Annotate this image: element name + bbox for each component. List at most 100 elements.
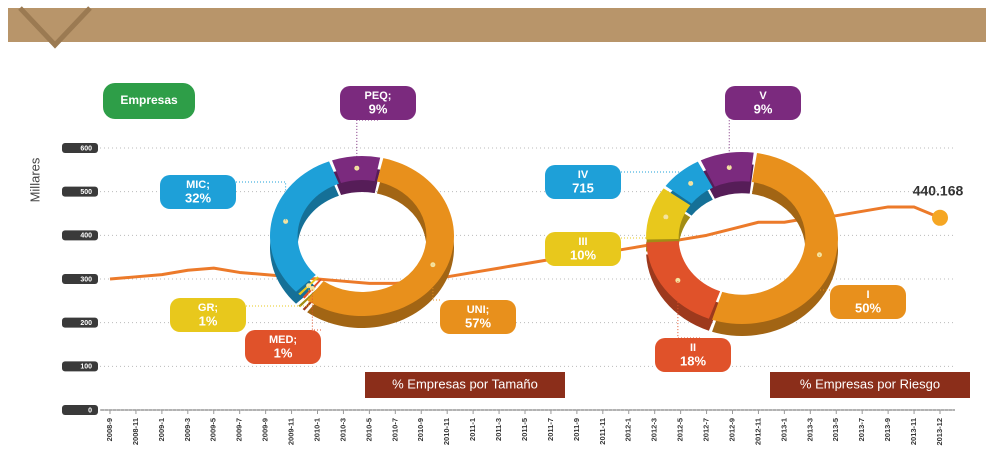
slice-value: 1% xyxy=(199,313,218,328)
y-tick-tab xyxy=(62,274,98,284)
pie-title: % Empresas por Tamaño xyxy=(392,376,538,391)
leader-line xyxy=(621,171,692,184)
x-tick-label: 2011-3 xyxy=(494,418,503,441)
slice xyxy=(712,153,839,325)
label-box xyxy=(655,338,731,372)
x-tick-label: 2012-5 xyxy=(676,418,685,441)
x-tick-label: 2012-7 xyxy=(702,418,711,441)
x-tick-label: 2012-9 xyxy=(727,418,736,441)
slice-value: 10% xyxy=(570,247,596,262)
label-box xyxy=(725,86,801,120)
slice-value: 32% xyxy=(185,190,211,205)
y-tick-tab xyxy=(62,230,98,241)
leader-line xyxy=(677,280,700,339)
slice-value: 57% xyxy=(465,315,491,330)
y-tick-label: 200 xyxy=(80,320,92,327)
slice-value: 1% xyxy=(274,345,293,360)
x-tick-label: 2011-11 xyxy=(598,418,607,445)
x-tick-label: 2011-7 xyxy=(546,418,555,441)
label-box xyxy=(170,298,246,332)
slice-value: 9% xyxy=(754,101,773,116)
x-tick-label: 2013-9 xyxy=(883,418,892,441)
x-tick-label: 2010-11 xyxy=(442,418,451,445)
y-tick-label: 500 xyxy=(80,189,92,196)
y-tick-label: 400 xyxy=(80,233,92,240)
pie-title-box xyxy=(770,372,970,398)
x-tick-label: 2009-5 xyxy=(209,418,218,441)
series-title: Empresas xyxy=(120,93,178,107)
slice xyxy=(270,161,339,292)
x-tick-label: 2011-5 xyxy=(520,418,529,441)
y-tick-label: 300 xyxy=(80,276,92,283)
pie-title-box xyxy=(365,372,565,398)
x-tick-label: 2008-11 xyxy=(131,418,140,445)
x-tick-label: 2013-5 xyxy=(831,418,840,441)
y-tick-label: 600 xyxy=(80,145,92,152)
label-box xyxy=(340,86,416,120)
label-box xyxy=(830,285,906,319)
leader-line xyxy=(818,254,830,291)
leader-line xyxy=(432,264,440,301)
leader-line xyxy=(236,181,287,222)
x-tick-label: 2010-7 xyxy=(390,418,399,441)
slice-name: V xyxy=(759,90,767,102)
slice-name: IV xyxy=(578,169,589,181)
leader-line xyxy=(311,288,321,331)
slice-dot xyxy=(726,165,732,171)
y-tick-label: 0 xyxy=(88,407,92,414)
slice-value: 18% xyxy=(680,353,706,368)
label-box xyxy=(440,300,516,334)
y-tick-tab xyxy=(62,405,98,415)
slice-dot xyxy=(663,214,669,220)
y-tick-tab xyxy=(62,143,98,153)
slice-name: MIC; xyxy=(186,179,210,191)
label-box xyxy=(245,330,321,364)
x-tick-label: 2009-1 xyxy=(157,418,166,441)
slice xyxy=(645,188,691,240)
x-tick-label: 2013-3 xyxy=(805,418,814,441)
x-tick-label: 2009-11 xyxy=(287,418,296,445)
x-tick-label: 2009-9 xyxy=(261,418,270,441)
slice-dot xyxy=(306,283,312,289)
slice-dot xyxy=(309,286,315,292)
pie-title: % Empresas por Riesgo xyxy=(800,376,940,391)
x-tick-label: 2013-11 xyxy=(909,418,918,445)
x-tick-label: 2012-11 xyxy=(753,418,762,445)
x-tick-label: 2010-5 xyxy=(364,418,373,441)
y-tick-tab xyxy=(62,186,98,197)
x-tick-label: 2010-1 xyxy=(312,418,321,441)
label-box xyxy=(545,165,621,199)
slice-value: 9% xyxy=(369,101,388,116)
slice xyxy=(307,158,454,316)
x-tick-label: 2009-3 xyxy=(183,418,192,441)
slice-name: I xyxy=(866,289,869,301)
slice-dot xyxy=(675,277,681,283)
x-tick-label: 2010-3 xyxy=(338,418,347,441)
end-point xyxy=(932,209,948,226)
x-tick-label: 2011-9 xyxy=(572,418,581,441)
slice-name: MED; xyxy=(269,334,297,346)
label-box xyxy=(160,175,236,209)
y-tick-tab xyxy=(62,317,98,328)
slice-value: 715 xyxy=(572,180,594,195)
slice xyxy=(700,152,754,187)
header-chevron xyxy=(18,6,92,49)
x-tick-label: 2013-1 xyxy=(779,418,788,441)
y-tick-tab xyxy=(62,361,98,372)
x-tick-label: 2010-9 xyxy=(416,418,425,441)
slice-name: GR; xyxy=(198,302,218,314)
slice xyxy=(646,240,721,319)
x-tick-label: 2012-3 xyxy=(650,418,659,441)
x-tick-label: 2013-7 xyxy=(857,418,866,441)
slice-name: UNI; xyxy=(467,304,490,316)
slice-dot xyxy=(283,218,289,224)
y-axis-label: Millares xyxy=(27,157,42,202)
series-badge xyxy=(103,83,195,119)
slice-value: 50% xyxy=(855,300,881,315)
label-box xyxy=(545,232,621,266)
slice-name: II xyxy=(690,342,696,354)
data-label: 440.168 xyxy=(913,182,964,198)
slice-name: III xyxy=(578,236,587,248)
slice-name: PEQ; xyxy=(365,90,392,102)
